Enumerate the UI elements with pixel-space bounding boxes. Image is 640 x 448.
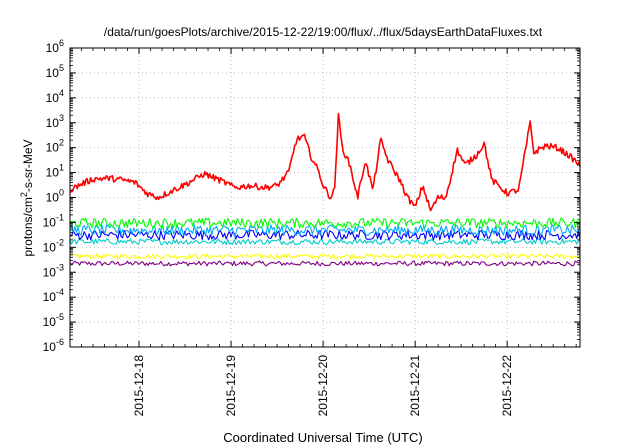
x-axis-label: Coordinated Universal Time (UTC) xyxy=(223,430,422,445)
x-tick-label: 2015-12-20 xyxy=(316,355,330,417)
y-tick-label: 10-2 xyxy=(43,237,64,254)
y-tick-label-base: 10 xyxy=(43,290,57,304)
y-tick-label: 101 xyxy=(46,163,64,180)
x-tick-label: 2015-12-19 xyxy=(224,355,238,417)
y-tick-label: 10-1 xyxy=(43,212,64,229)
y-tick-label-exponent: 6 xyxy=(59,38,64,48)
series-line xyxy=(69,229,581,241)
x-tick-label: 2015-12-22 xyxy=(500,355,514,417)
y-tick-label-exponent: 2 xyxy=(59,138,64,148)
chart-title: /data/run/goesPlots/archive/2015-12-22/1… xyxy=(104,25,543,39)
y-tick-label-exponent: 0 xyxy=(59,188,64,198)
y-tick-label-exponent: 1 xyxy=(59,163,64,173)
y-tick-label-exponent: -1 xyxy=(56,212,64,222)
y-tick-label-base: 10 xyxy=(46,66,60,80)
y-axis-label-exponent: 2 xyxy=(19,192,29,197)
series-line xyxy=(69,224,581,236)
y-tick-label: 10-6 xyxy=(43,337,64,354)
ticks xyxy=(69,47,580,348)
y-tick-labels: 10-610-510-410-310-210-11001011021031041… xyxy=(43,38,64,354)
y-axis-label: protons/cm2-s-sr-MeV xyxy=(19,139,35,256)
y-tick-label: 10-4 xyxy=(43,287,64,304)
y-axis-label-prefix: protons/cm xyxy=(21,197,35,256)
y-tick-label: 100 xyxy=(46,188,64,205)
y-tick-label-exponent: -6 xyxy=(56,337,64,347)
x-tick-label: 2015-12-21 xyxy=(408,355,422,417)
y-tick-label: 10-3 xyxy=(43,262,64,279)
y-tick-label-base: 10 xyxy=(43,340,57,354)
y-tick-label-base: 10 xyxy=(43,215,57,229)
y-tick-label: 10-5 xyxy=(43,312,64,329)
series-line xyxy=(69,238,581,246)
y-tick-label-base: 10 xyxy=(46,116,60,130)
y-axis-label-suffix: -s-sr-MeV xyxy=(21,139,35,192)
y-tick-label-base: 10 xyxy=(43,240,57,254)
y-tick-label-exponent: -5 xyxy=(56,312,64,322)
y-tick-label: 104 xyxy=(46,88,64,105)
series-line xyxy=(69,112,581,212)
series-line xyxy=(69,253,581,260)
y-tick-label-exponent: 3 xyxy=(59,113,64,123)
y-tick-label: 106 xyxy=(46,38,64,55)
y-tick-label-base: 10 xyxy=(46,191,60,205)
y-tick-label-base: 10 xyxy=(43,315,57,329)
y-tick-label-exponent: -2 xyxy=(56,237,64,247)
y-tick-label-base: 10 xyxy=(46,166,60,180)
series-line xyxy=(69,217,581,229)
y-tick-label-exponent: -4 xyxy=(56,287,64,297)
series-line xyxy=(69,260,581,267)
y-tick-label-base: 10 xyxy=(46,41,60,55)
x-tick-labels: 2015-12-18 2015-12-19 2015-12-20 2015-12-21… xyxy=(132,355,514,417)
series-layer xyxy=(69,112,581,267)
y-tick-label-exponent: -3 xyxy=(56,262,64,272)
y-tick-label-base: 10 xyxy=(46,141,60,155)
x-tick-label: 2015-12-18 xyxy=(132,355,146,417)
y-tick-label: 103 xyxy=(46,113,64,130)
y-tick-label: 105 xyxy=(46,63,64,80)
y-tick-label-exponent: 4 xyxy=(59,88,64,98)
y-tick-label: 102 xyxy=(46,138,64,155)
y-tick-label-base: 10 xyxy=(43,265,57,279)
y-tick-label-exponent: 5 xyxy=(59,63,64,73)
y-tick-label-base: 10 xyxy=(46,91,60,105)
